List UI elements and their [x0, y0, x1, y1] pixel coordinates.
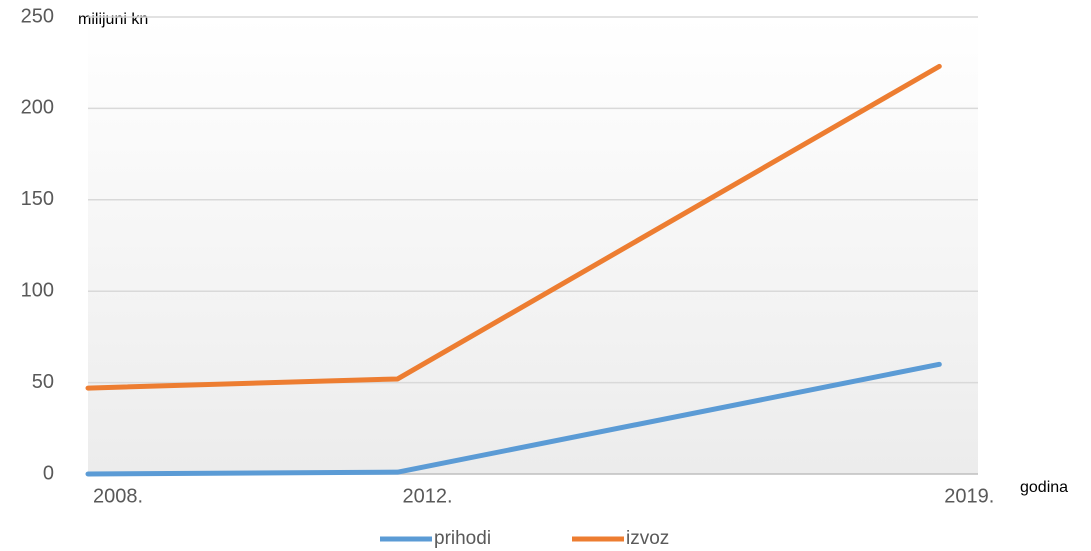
y-tick-label: 150 [21, 188, 54, 210]
y-axis-label: milijuni kn [78, 11, 148, 28]
plot-area [88, 17, 978, 474]
y-tick-label: 50 [32, 371, 54, 393]
x-tick-label: 2019. [944, 485, 994, 507]
y-tick-label: 0 [43, 462, 54, 484]
y-tick-label: 250 [21, 5, 54, 27]
legend-label: prihodi [434, 528, 491, 549]
x-tick-label: 2012. [403, 485, 453, 507]
x-tick-label: 2008. [93, 485, 143, 507]
series-line [85, 63, 942, 391]
legend-label: izvoz [626, 528, 669, 549]
y-tick-label: 200 [21, 97, 54, 119]
x-axis-label: godina [1020, 479, 1068, 496]
series-line [85, 361, 942, 477]
y-tick-label: 100 [21, 279, 54, 301]
